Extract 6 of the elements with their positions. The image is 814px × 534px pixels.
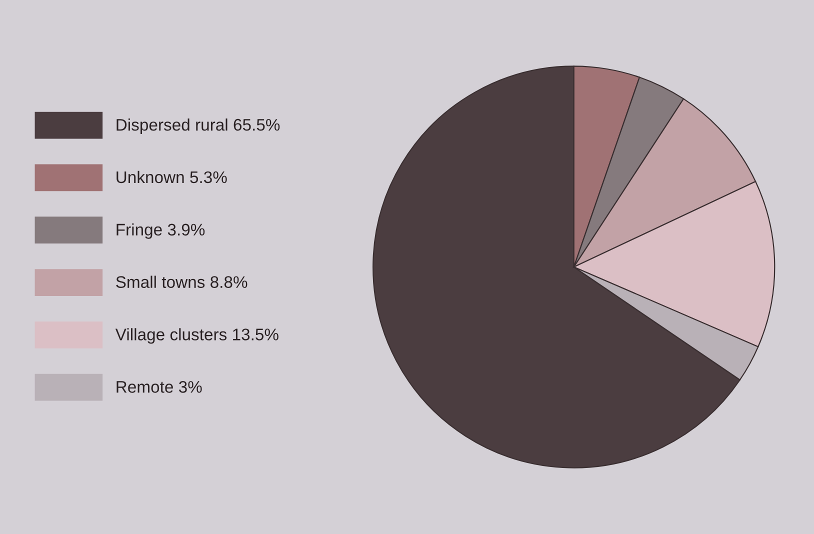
legend-label: Small towns 8.8% xyxy=(116,276,248,288)
legend-label: Remote 3% xyxy=(116,381,202,393)
legend-label: Unknown 5.3% xyxy=(116,170,227,184)
legend-label: Village clusters 13.5% xyxy=(115,328,278,344)
legend-label: Dispersed rural 65.5% xyxy=(116,118,280,134)
legend-label: Fringe 3.9% xyxy=(116,223,205,239)
